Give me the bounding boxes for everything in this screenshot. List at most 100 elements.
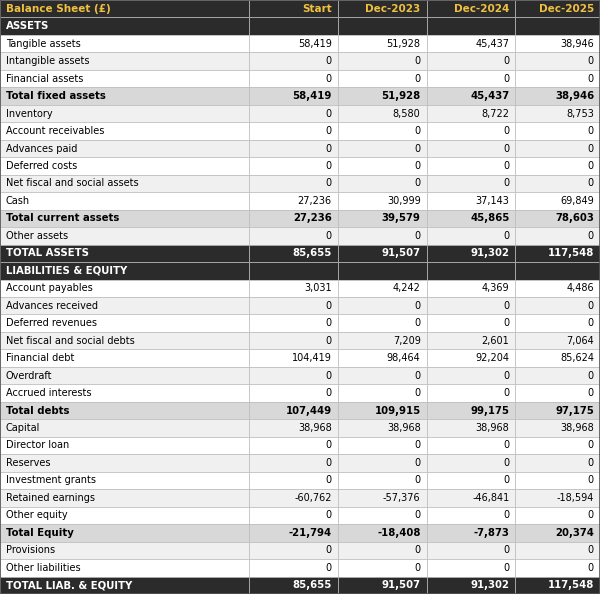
Bar [0, 122, 249, 140]
Bar [427, 105, 515, 122]
Text: 0: 0 [588, 475, 594, 485]
Text: 78,603: 78,603 [555, 213, 594, 223]
Text: 45,437: 45,437 [470, 91, 509, 101]
Text: Investment grants: Investment grants [6, 475, 96, 485]
Bar [338, 70, 427, 87]
Text: TOTAL ASSETS: TOTAL ASSETS [6, 248, 89, 258]
Bar [0, 227, 249, 245]
Text: 0: 0 [588, 545, 594, 555]
Text: Dec-2025: Dec-2025 [539, 4, 594, 14]
Bar [515, 542, 600, 559]
Bar [249, 105, 338, 122]
Bar [515, 52, 600, 70]
Text: Inventory: Inventory [6, 109, 53, 119]
Text: 0: 0 [503, 441, 509, 450]
Bar [249, 70, 338, 87]
Bar [427, 297, 515, 314]
Bar [0, 524, 249, 542]
Text: 0: 0 [415, 318, 421, 328]
Text: 0: 0 [415, 144, 421, 153]
Text: 0: 0 [415, 126, 421, 136]
Text: Net fiscal and social assets: Net fiscal and social assets [6, 178, 139, 188]
Text: 99,175: 99,175 [470, 406, 509, 416]
Text: Overdraft: Overdraft [6, 371, 53, 381]
Bar [249, 437, 338, 454]
Bar [427, 559, 515, 577]
Text: TOTAL LIAB. & EQUITY: TOTAL LIAB. & EQUITY [6, 580, 132, 590]
Bar [338, 577, 427, 594]
Bar [0, 0, 249, 17]
Text: 91,302: 91,302 [470, 248, 509, 258]
Text: 117,548: 117,548 [548, 580, 594, 590]
Bar [427, 280, 515, 297]
Text: Intangible assets: Intangible assets [6, 56, 89, 66]
Bar [338, 367, 427, 384]
Bar [427, 175, 515, 192]
Text: 51,928: 51,928 [386, 39, 421, 49]
Bar [0, 210, 249, 227]
Text: Other liabilities: Other liabilities [6, 563, 80, 573]
Bar [338, 437, 427, 454]
Bar [338, 105, 427, 122]
Bar [338, 175, 427, 192]
Text: 0: 0 [326, 301, 332, 311]
Text: -57,376: -57,376 [383, 493, 421, 503]
Text: 8,580: 8,580 [393, 109, 421, 119]
Text: 0: 0 [326, 441, 332, 450]
Text: 0: 0 [588, 126, 594, 136]
Bar [338, 35, 427, 52]
Bar [515, 332, 600, 349]
Bar [515, 0, 600, 17]
Bar [338, 245, 427, 262]
Text: Deferred costs: Deferred costs [6, 161, 77, 171]
Text: 0: 0 [503, 371, 509, 381]
Bar [249, 524, 338, 542]
Bar [427, 332, 515, 349]
Text: Provisions: Provisions [6, 545, 55, 555]
Text: 0: 0 [326, 336, 332, 346]
Bar [515, 245, 600, 262]
Bar [338, 157, 427, 175]
Text: 20,374: 20,374 [555, 528, 594, 538]
Text: 0: 0 [415, 510, 421, 520]
Bar [338, 87, 427, 105]
Bar [515, 280, 600, 297]
Text: Advances paid: Advances paid [6, 144, 77, 153]
Text: -46,841: -46,841 [472, 493, 509, 503]
Text: 0: 0 [503, 178, 509, 188]
Bar [249, 227, 338, 245]
Bar [0, 52, 249, 70]
Text: Start: Start [302, 4, 332, 14]
Bar [515, 210, 600, 227]
Text: Total current assets: Total current assets [6, 213, 119, 223]
Bar [515, 367, 600, 384]
Bar [338, 507, 427, 524]
Text: 0: 0 [588, 318, 594, 328]
Bar [427, 454, 515, 472]
Bar [338, 140, 427, 157]
Bar [249, 297, 338, 314]
Text: 27,236: 27,236 [293, 213, 332, 223]
Bar [0, 192, 249, 210]
Text: Total fixed assets: Total fixed assets [6, 91, 106, 101]
Text: 0: 0 [588, 56, 594, 66]
Text: 30,999: 30,999 [387, 196, 421, 206]
Bar [427, 507, 515, 524]
Bar [338, 262, 427, 280]
Bar [0, 559, 249, 577]
Bar [338, 402, 427, 419]
Bar [515, 227, 600, 245]
Bar [0, 280, 249, 297]
Bar [0, 175, 249, 192]
Text: 109,915: 109,915 [374, 406, 421, 416]
Text: 0: 0 [326, 178, 332, 188]
Text: 27,236: 27,236 [298, 196, 332, 206]
Text: -7,873: -7,873 [473, 528, 509, 538]
Text: 0: 0 [415, 161, 421, 171]
Bar [515, 105, 600, 122]
Text: 0: 0 [415, 371, 421, 381]
Text: 0: 0 [503, 144, 509, 153]
Text: 4,242: 4,242 [393, 283, 421, 293]
Text: 0: 0 [588, 563, 594, 573]
Bar [515, 454, 600, 472]
